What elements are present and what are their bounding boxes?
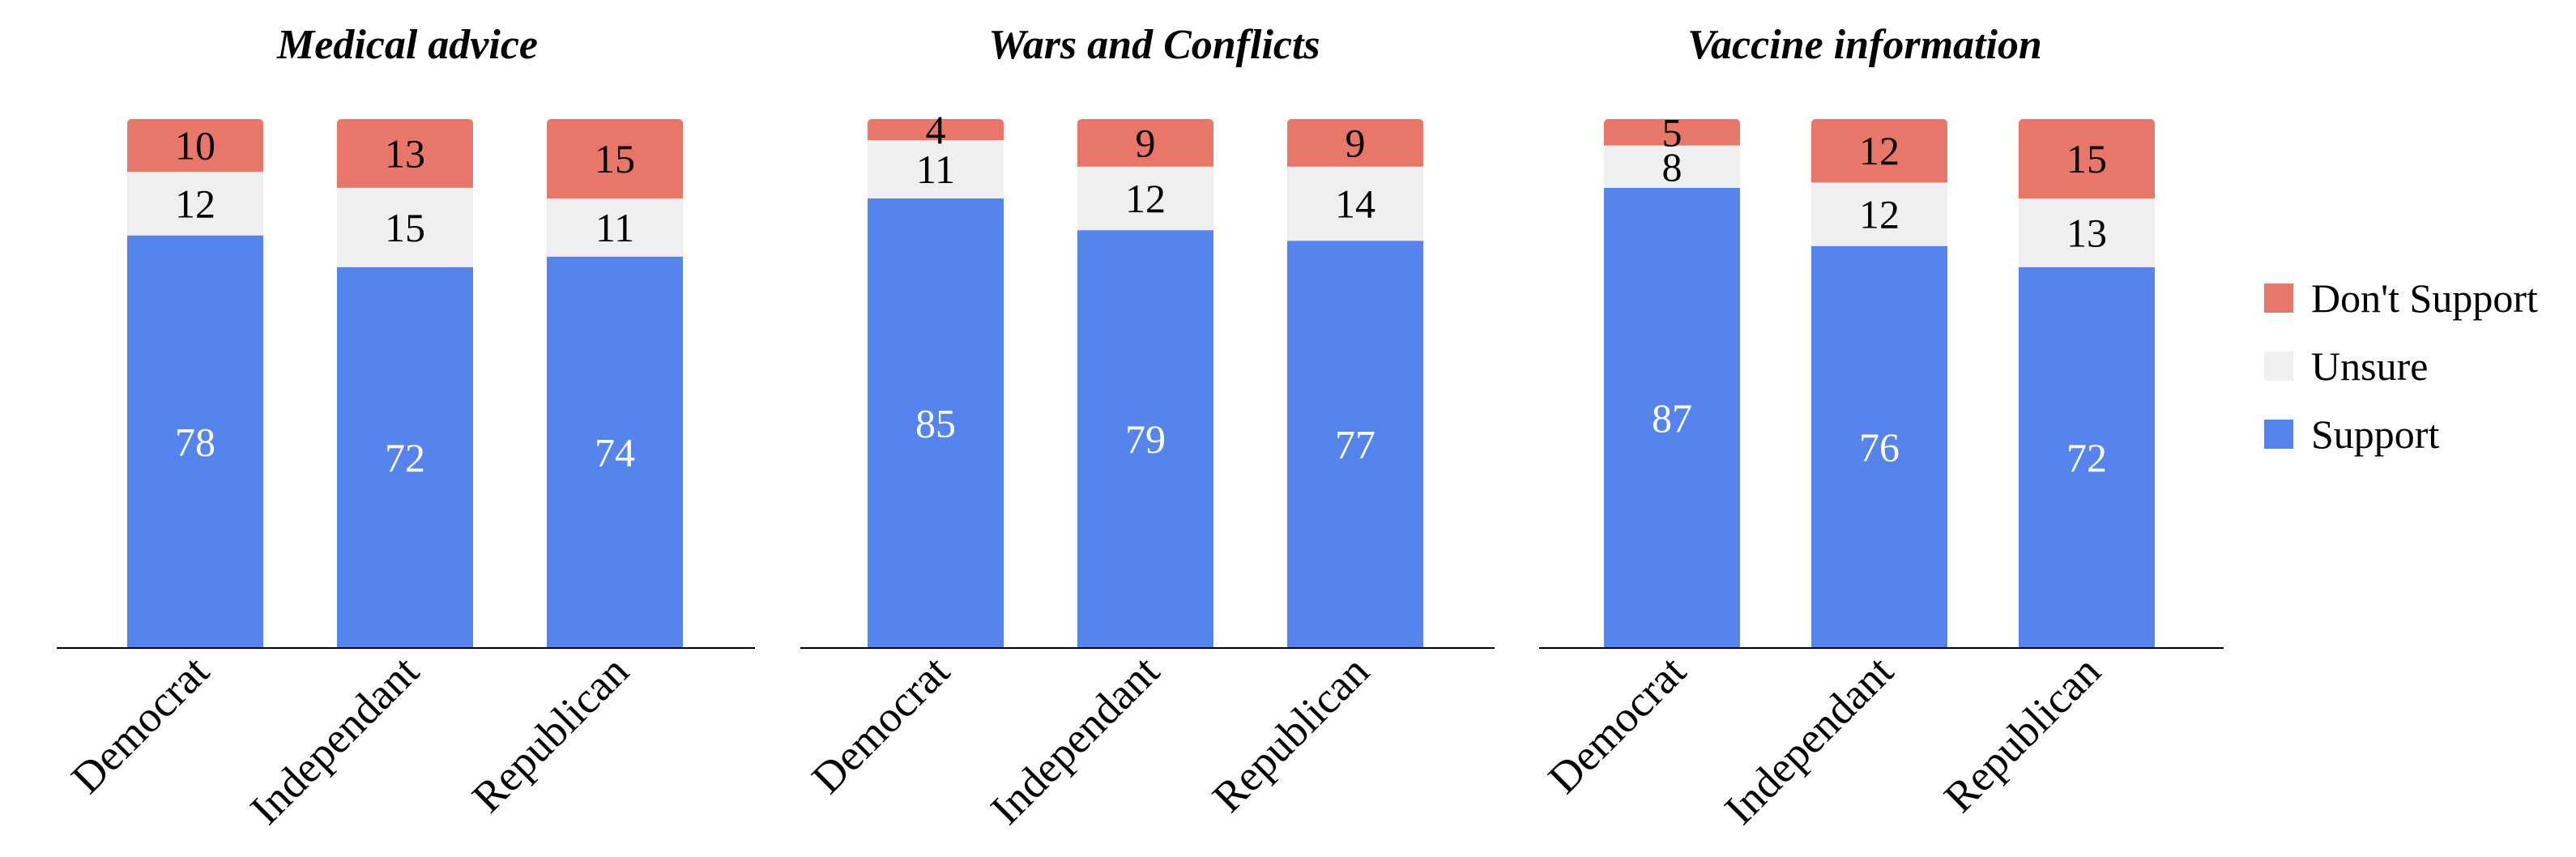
- data-label-unsure: 12: [1859, 192, 1900, 237]
- bar-segment-unsure: [1811, 182, 1947, 246]
- data-label-unsure: 12: [1125, 176, 1166, 221]
- data-label-unsure: 14: [1335, 181, 1375, 226]
- x-tick-label: Independant: [241, 646, 428, 834]
- bar-segment-don-t-support: [2019, 119, 2155, 198]
- bar-segment-don-t-support: [547, 119, 683, 198]
- data-label-don-t-support: 4: [926, 107, 946, 152]
- data-label-support: 79: [1125, 416, 1166, 462]
- data-label-unsure: 13: [2066, 210, 2107, 255]
- bar-stack-republican: 74 11 15: [547, 119, 683, 648]
- data-label-don-t-support: 9: [1136, 120, 1156, 165]
- x-tick-label: Independant: [1715, 646, 1902, 834]
- data-label-don-t-support: 13: [385, 130, 425, 176]
- bar-stack-republican: 77 14 9: [1287, 119, 1423, 648]
- data-label-support: 72: [2066, 435, 2107, 480]
- chart-title: Wars and Conflicts: [988, 22, 1320, 68]
- chart-title: Medical advice: [276, 22, 538, 68]
- bar-stack-democrat: 78 12 10: [127, 119, 263, 648]
- data-label-unsure: 12: [175, 181, 215, 226]
- data-label-don-t-support: 5: [1662, 109, 1683, 155]
- bar-stack-democrat: 85 114: [868, 107, 1004, 648]
- bar-segment-unsure: [1287, 166, 1423, 241]
- legend-item-don-t-support: Don't Support: [2264, 275, 2538, 321]
- data-label-support: 72: [385, 435, 425, 480]
- bar-segment-support: [337, 266, 473, 648]
- legend: Don't Support Unsure Support: [2264, 275, 2538, 457]
- bar-segment-unsure: [2019, 198, 2155, 267]
- bar-segment-don-t-support: [1077, 119, 1213, 167]
- bar-segment-unsure: [127, 172, 263, 236]
- chart-wars-and-conflicts: Wars and Conflicts 85 114 Democrat 79 12 9 Inde…: [800, 22, 1495, 834]
- data-label-don-t-support: 15: [595, 136, 635, 181]
- data-label-unsure: 11: [595, 205, 634, 250]
- data-label-support: 85: [915, 400, 956, 446]
- bar-stack-independant: 79 12 9: [1077, 119, 1213, 648]
- bar-segment-don-t-support: [1604, 119, 1740, 146]
- bar-segment-support: [1604, 187, 1740, 648]
- legend-label: Unsure: [2311, 343, 2428, 389]
- x-tick-label: Democrat: [1539, 646, 1695, 803]
- legend-swatch: [2264, 284, 2293, 313]
- x-tick-label: Republican: [1203, 646, 1378, 821]
- x-tick-label: Democrat: [803, 646, 959, 803]
- bar-segment-don-t-support: [1287, 119, 1423, 167]
- data-label-unsure: 15: [385, 205, 425, 250]
- bar-segment-don-t-support: [1811, 119, 1947, 183]
- bar-segment-unsure: [868, 140, 1004, 198]
- data-label-don-t-support: 10: [175, 123, 215, 168]
- data-label-unsure: 11: [916, 147, 955, 192]
- bar-segment-support: [1287, 241, 1423, 648]
- bar-segment-don-t-support: [868, 119, 1004, 141]
- chart-vaccine-information: Vaccine information 87 85 Democrat 76 12 12 Ind…: [1539, 22, 2224, 834]
- bar-segment-unsure: [1077, 166, 1213, 231]
- bar-stack-independant: 76 12 12: [1811, 119, 1947, 648]
- legend-swatch: [2264, 420, 2293, 449]
- legend-item-unsure: Unsure: [2264, 343, 2428, 389]
- x-tick-label: Republican: [463, 646, 638, 821]
- bar-segment-support: [868, 198, 1004, 648]
- legend-label: Don't Support: [2311, 275, 2538, 321]
- data-label-don-t-support: 12: [1859, 128, 1900, 173]
- data-label-support: 74: [595, 429, 635, 475]
- data-label-support: 78: [175, 419, 215, 464]
- x-tick-label: Independant: [981, 646, 1168, 834]
- bar-segment-support: [127, 235, 263, 648]
- bar-segment-support: [1077, 230, 1213, 648]
- x-tick-label: Republican: [1934, 646, 2109, 821]
- bar-segment-support: [547, 256, 683, 648]
- data-label-support: 77: [1335, 422, 1375, 467]
- data-label-support: 76: [1859, 424, 1900, 470]
- bar-segment-don-t-support: [337, 119, 473, 188]
- bar-segment-support: [1811, 245, 1947, 648]
- chart-panels: Medical advice 78 12 10 Democrat 72 15 13 Indepe…: [57, 22, 2224, 834]
- bar-stack-independant: 72 15 13: [337, 119, 473, 648]
- bar-stack-republican: 72 13 15: [2019, 119, 2155, 648]
- legend-swatch: [2264, 352, 2293, 381]
- data-label-don-t-support: 9: [1346, 120, 1366, 165]
- bar-segment-unsure: [1604, 145, 1740, 188]
- x-tick-label: Democrat: [62, 646, 219, 803]
- bar-stack-democrat: 87 85: [1604, 109, 1740, 648]
- bar-segment-unsure: [337, 187, 473, 267]
- bar-segment-support: [2019, 266, 2155, 648]
- bar-segment-don-t-support: [127, 119, 263, 173]
- chart-title: Vaccine information: [1687, 22, 2042, 68]
- data-label-don-t-support: 15: [2066, 136, 2107, 181]
- legend-label: Support: [2311, 411, 2439, 457]
- data-label-support: 87: [1652, 395, 1692, 441]
- bar-segment-unsure: [547, 198, 683, 257]
- legend-item-support: Support: [2264, 411, 2439, 457]
- data-label-unsure: 8: [1662, 144, 1683, 190]
- chart-medical-advice: Medical advice 78 12 10 Democrat 72 15 13 Indepe…: [57, 22, 755, 834]
